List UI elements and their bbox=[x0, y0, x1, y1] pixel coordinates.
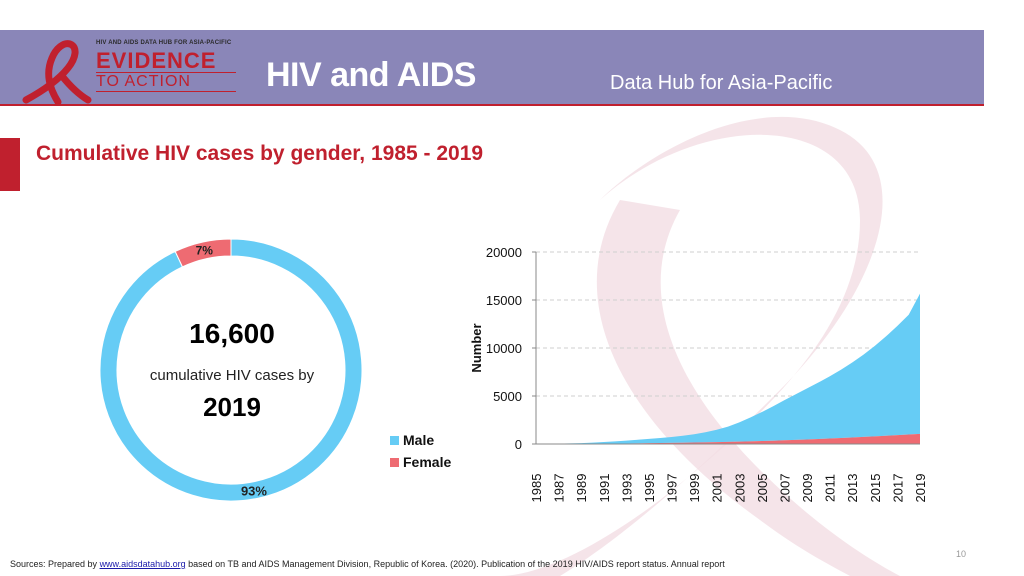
x-tick-label: 2003 bbox=[732, 474, 747, 503]
x-tick-label: 2015 bbox=[868, 474, 883, 503]
legend-swatch-female bbox=[390, 457, 399, 467]
logo-main-text: EVIDENCE bbox=[96, 48, 217, 73]
header-divider bbox=[0, 104, 984, 106]
donut-label-male: 93% bbox=[241, 483, 267, 498]
red-ribbon-icon bbox=[22, 40, 92, 104]
x-tick-label: 1999 bbox=[687, 474, 702, 503]
evidence-to-action-logo bbox=[18, 36, 248, 104]
donut-slice-female bbox=[174, 238, 232, 268]
x-tick-label: 1987 bbox=[552, 474, 567, 503]
x-tick-label: 1991 bbox=[597, 474, 612, 503]
total-cases: 16,600 bbox=[189, 318, 275, 349]
x-tick-label: 2013 bbox=[845, 474, 860, 503]
x-tick-label: 1997 bbox=[665, 474, 680, 503]
logo-rule bbox=[96, 72, 236, 73]
area-series-male bbox=[536, 293, 920, 444]
x-tick-label: 1995 bbox=[642, 474, 657, 503]
legend-label-female: Female bbox=[403, 454, 452, 470]
logo-second-text: TO ACTION bbox=[96, 73, 191, 90]
source-footnote: Sources: Prepared by www.aidsdatahub.org… bbox=[10, 559, 725, 569]
total-year: 2019 bbox=[203, 392, 261, 422]
y-tick-label: 0 bbox=[515, 437, 522, 452]
source-link[interactable]: www.aidsdatahub.org bbox=[99, 559, 186, 569]
x-tick-label: 2005 bbox=[755, 474, 770, 503]
legend-item-male: Male bbox=[390, 429, 451, 451]
x-tick-label: 1993 bbox=[619, 474, 634, 503]
donut-label-female: 7% bbox=[196, 243, 214, 257]
x-tick-label: 2011 bbox=[823, 474, 838, 502]
chart-title: Cumulative HIV cases by gender, 1985 - 2… bbox=[36, 142, 484, 165]
y-axis-label: Number bbox=[469, 323, 484, 372]
x-tick-label: 1989 bbox=[574, 474, 589, 503]
total-caption: cumulative HIV cases by bbox=[149, 367, 315, 384]
legend-item-female: Female bbox=[390, 451, 451, 473]
chart-legend: Male Female bbox=[390, 429, 451, 473]
legend-label-male: Male bbox=[403, 432, 435, 448]
x-tick-label: 2001 bbox=[710, 474, 725, 503]
page-number: 10 bbox=[956, 549, 967, 559]
x-tick-label: 2019 bbox=[913, 474, 928, 503]
title-accent bbox=[0, 138, 20, 191]
y-tick-label: 5000 bbox=[493, 389, 522, 404]
y-tick-label: 15000 bbox=[486, 293, 522, 308]
footnote-prefix: Sources: Prepared by bbox=[10, 559, 100, 569]
y-tick-label: 10000 bbox=[486, 341, 522, 356]
area-series-female bbox=[536, 433, 920, 444]
logo-rule-bottom bbox=[96, 91, 236, 92]
x-tick-label: 1985 bbox=[529, 474, 544, 503]
page-subtitle: Data Hub for Asia-Pacific bbox=[610, 72, 833, 94]
y-tick-label: 20000 bbox=[486, 245, 522, 260]
legend-swatch-male bbox=[390, 435, 399, 445]
footnote-suffix: based on TB and AIDS Management Division… bbox=[185, 559, 725, 569]
donut-slice-male bbox=[99, 238, 363, 502]
page-title: HIV and AIDS bbox=[266, 56, 477, 94]
logo-subtitle: HIV AND AIDS DATA HUB FOR ASIA-PACIFIC bbox=[96, 40, 232, 46]
x-tick-label: 2007 bbox=[777, 474, 792, 503]
x-tick-label: 2009 bbox=[800, 474, 815, 503]
x-tick-label: 2017 bbox=[890, 474, 905, 503]
